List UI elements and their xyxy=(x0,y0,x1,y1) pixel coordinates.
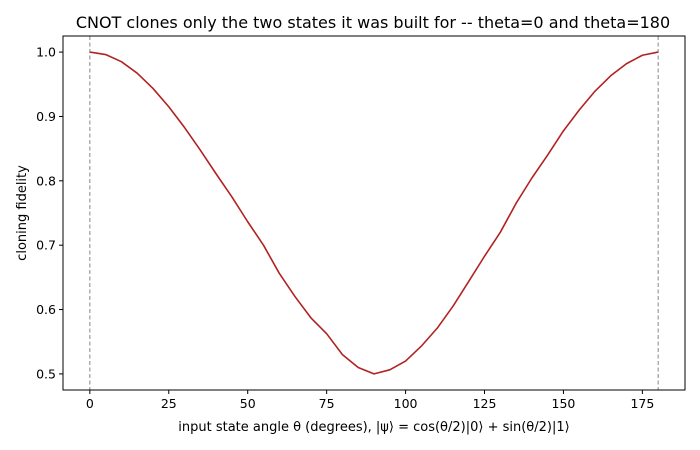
x-tick-label: 50 xyxy=(240,396,256,411)
y-tick-label: 0.8 xyxy=(36,173,56,188)
x-axis-label: input state angle θ (degrees), |ψ⟩ = cos… xyxy=(178,420,569,435)
x-tick-label: 25 xyxy=(161,396,177,411)
x-tick-label: 75 xyxy=(319,396,335,411)
series-layer xyxy=(89,51,659,375)
x-axis-ticks: 0 25 50 75 100 125 150 175 xyxy=(86,390,654,411)
y-axis-label: cloning fidelity xyxy=(15,165,30,261)
y-tick-label: 1.0 xyxy=(36,45,56,60)
x-tick-label: 125 xyxy=(473,396,497,411)
y-tick-label: 0.5 xyxy=(36,366,56,381)
x-tick-label: 0 xyxy=(86,396,94,411)
y-tick-label: 0.7 xyxy=(36,238,56,253)
y-tick-label: 0.9 xyxy=(36,109,56,124)
chart-title: CNOT clones only the two states it was b… xyxy=(76,13,670,32)
x-tick-label: 175 xyxy=(630,396,654,411)
plot-area-frame xyxy=(62,35,686,391)
y-tick-label: 0.6 xyxy=(36,302,56,317)
reference-lines xyxy=(89,36,659,390)
y-axis-ticks: 0.5 0.6 0.7 0.8 0.9 1.0 xyxy=(36,45,63,381)
x-tick-label: 100 xyxy=(394,396,418,411)
x-tick-label: 150 xyxy=(552,396,576,411)
series-line-0 xyxy=(89,51,659,375)
